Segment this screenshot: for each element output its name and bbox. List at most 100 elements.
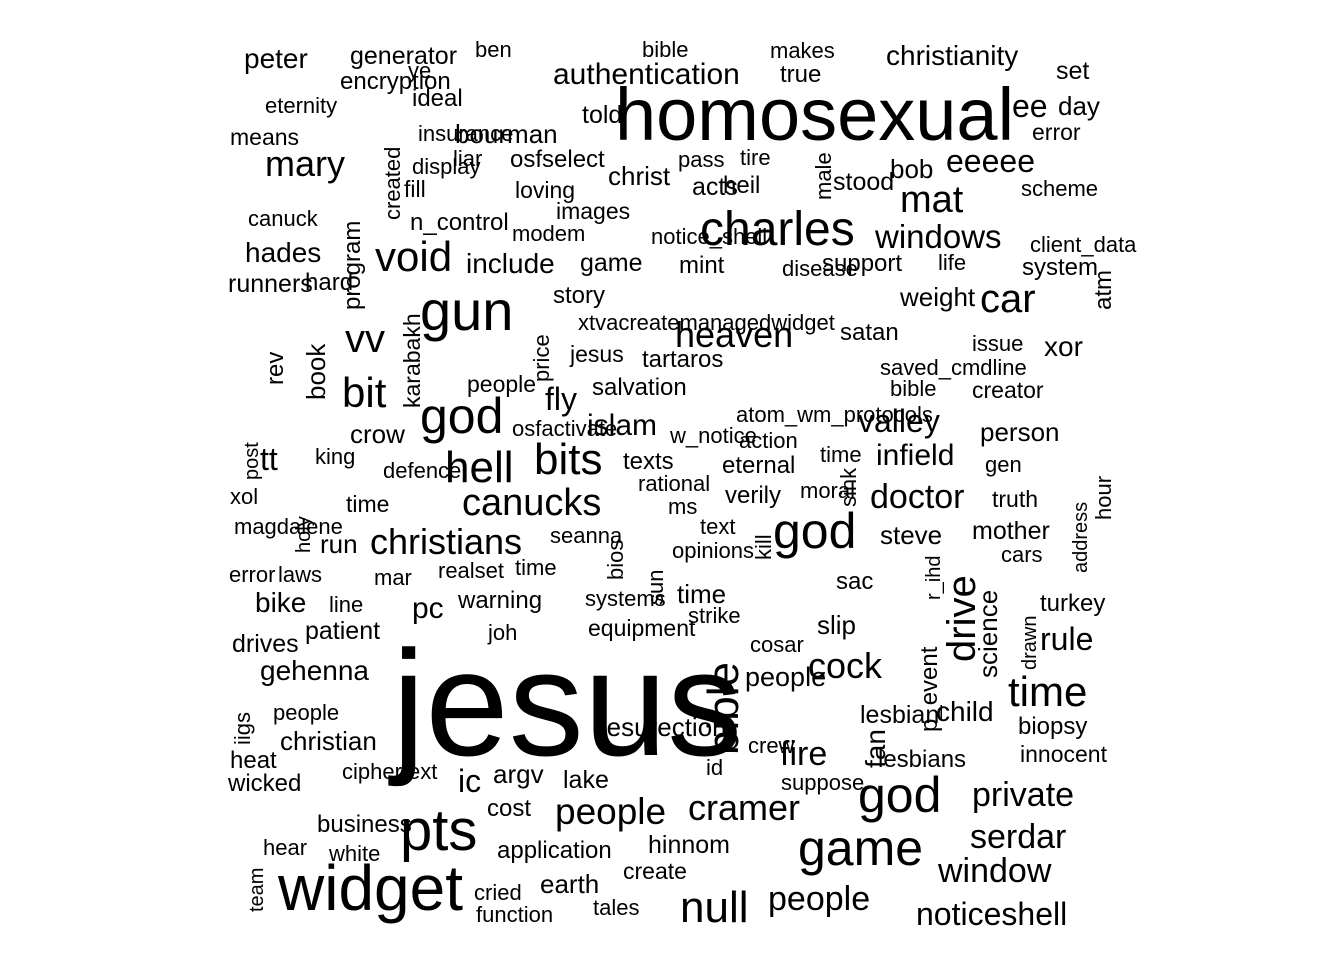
word-science-68: science [973, 590, 1003, 678]
word-application-73: application [497, 837, 612, 864]
word-rev-83: rev [262, 352, 289, 385]
word-window-33: window [937, 852, 1052, 890]
word-tire-114: tire [740, 145, 771, 170]
word-pc-49: pc [412, 592, 444, 625]
word-christian-57: christian [280, 726, 377, 756]
word-god-6: god [773, 503, 856, 559]
word-bios-172: bios [603, 540, 628, 580]
word-satan-139: satan [840, 319, 899, 346]
word-strike-184: strike [688, 603, 741, 628]
word-valley-30: valley [858, 403, 940, 439]
word-runners-93: runners [228, 270, 313, 298]
word-ideal-97: ideal [412, 85, 463, 112]
word-life-132: life [938, 250, 966, 275]
word-hear-197: hear [263, 835, 307, 860]
word-god-7: god [858, 767, 941, 823]
word-time-69: time [677, 579, 726, 609]
word-game-8: game [798, 820, 923, 876]
word-bike-56: bike [255, 587, 306, 618]
word-n-control-123: n_control [410, 209, 509, 236]
word-steve-60: steve [880, 520, 942, 550]
word-true-104: true [780, 61, 821, 88]
word-error-105: error [1032, 119, 1081, 145]
word-w-notice-151: w_notice [669, 423, 757, 448]
word-bible-12: bible [699, 662, 748, 755]
word-opinions-173: opinions [672, 538, 754, 563]
word-void-16: void [375, 233, 452, 280]
word-notice-shell-126: notice_shell [651, 224, 767, 249]
word-gen-157: gen [985, 452, 1022, 477]
word-ic-50: ic [458, 763, 481, 799]
word-authentication-40: authentication [553, 58, 740, 91]
word-include-47: include [466, 248, 555, 279]
word-magdalene-167: magdalene [234, 514, 343, 539]
word-line-182: line [329, 592, 363, 617]
word-slip-77: slip [817, 610, 856, 640]
word-client-data-127: client_data [1030, 232, 1137, 257]
word-null-15: null [680, 883, 749, 932]
word-fill-119: fill [404, 176, 426, 202]
word-action-152: action [739, 428, 798, 453]
word-sac-95: sac [836, 568, 873, 595]
word-stood-116: stood [833, 168, 894, 196]
word-truth-162: truth [992, 486, 1038, 512]
word-weight-136: weight [899, 282, 976, 312]
word-address-166: address [1070, 502, 1092, 573]
word-drive-13: drive [940, 575, 984, 662]
word-bourman-64: bourman [455, 119, 558, 149]
word-liar-111: liar [453, 146, 482, 171]
word-people-35: people [768, 880, 870, 918]
word-insurance-109: insurance [418, 121, 513, 146]
word-price-138: price [529, 334, 554, 382]
word-mar-177: mar [374, 565, 412, 590]
word-display-112: display [412, 154, 480, 179]
word-mother-62: mother [972, 517, 1050, 545]
word-team-196: team [246, 868, 268, 912]
word-innocent-84: innocent [1020, 741, 1108, 767]
word-warning-76: warning [457, 587, 542, 614]
word-saved-cmdline-143: saved_cmdline [880, 355, 1027, 380]
word-sun-171: sun [643, 570, 668, 605]
word-equipment-186: equipment [588, 615, 696, 641]
word-ben-101: ben [475, 37, 512, 62]
word-loving-120: loving [515, 177, 575, 203]
word-verily-87: verily [725, 482, 781, 509]
word-heaven-21: heaven [675, 314, 793, 355]
word-charles-9: charles [700, 203, 855, 256]
word-christ-70: christ [608, 161, 671, 191]
word-hour-154: hour [1091, 476, 1116, 520]
word-peter-45: peter [244, 43, 308, 74]
word-jesus-0: jesus [388, 619, 742, 787]
word-gehenna-48: gehenna [260, 655, 369, 686]
word-salvation-147: salvation [592, 374, 687, 401]
word-cock-26: cock [808, 645, 883, 686]
word-people-27: people [555, 791, 666, 832]
word-id-193: id [706, 755, 723, 780]
word-story-135: story [553, 282, 605, 309]
word-time-14: time [1008, 668, 1087, 715]
word-pts-3: pts [400, 798, 477, 863]
word-images-124: images [556, 198, 630, 224]
word-bible-102: bible [642, 37, 688, 62]
word-time-153: time [820, 442, 862, 467]
word-windows-28: windows [874, 218, 1002, 255]
word-time-164: time [346, 491, 389, 517]
word-male-115: male [811, 152, 836, 200]
word-eternity-108: eternity [265, 93, 337, 118]
word-argv-63: argv [493, 759, 544, 789]
word-text-169: text [700, 514, 735, 539]
word-layer: jesushomosexualwidgetptsgungodgodgodgame… [227, 37, 1137, 932]
word-heil-118: heil [723, 172, 760, 199]
word-eeeee-38: eeeee [946, 143, 1035, 179]
word-fan-66: fan [860, 729, 891, 768]
word-wicked-91: wicked [227, 770, 301, 797]
word-widget-2: widget [277, 852, 463, 924]
word-people-190: people [273, 700, 339, 725]
word-heat-92: heat [230, 747, 277, 774]
word-makes-103: makes [770, 38, 835, 63]
word-realset-178: realset [438, 558, 504, 583]
word-joh-185: joh [487, 620, 517, 645]
word-function-202: function [476, 902, 553, 927]
word-scheme-106: scheme [1021, 176, 1098, 201]
word-gun-4: gun [420, 279, 513, 342]
